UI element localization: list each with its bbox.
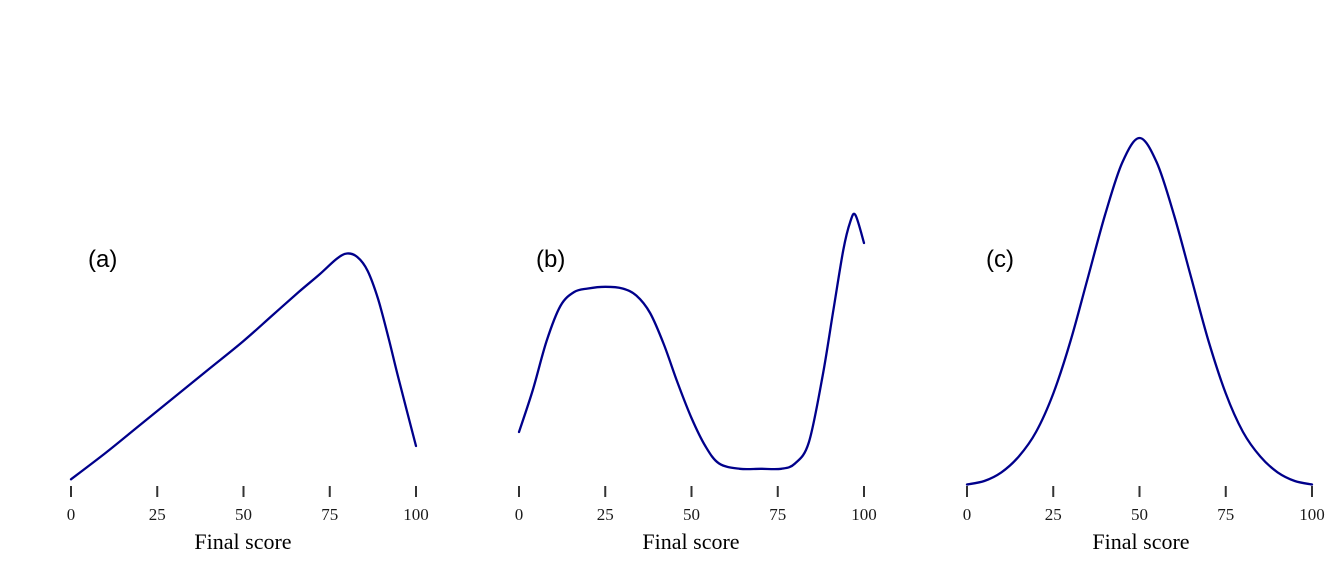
density-panel-b: (b) 0 25 50 75 100 Final score [448, 0, 896, 576]
x-tick-label: 75 [769, 505, 786, 524]
x-axis-ticks: 0 25 50 75 100 [515, 486, 877, 524]
panel-label-a: (a) [88, 246, 117, 273]
density-curve [965, 136, 1314, 486]
density-curve [517, 212, 866, 471]
x-axis-ticks: 0 25 50 75 100 [963, 486, 1325, 524]
x-tick-label: 100 [403, 505, 429, 524]
x-tick-label: 50 [1131, 505, 1148, 524]
x-axis-label: Final score [194, 529, 291, 554]
x-axis-label: Final score [642, 529, 739, 554]
density-chart-a: (a) 0 25 50 75 100 Final score [67, 246, 429, 554]
x-tick-label: 0 [67, 505, 76, 524]
x-tick-label: 75 [321, 505, 338, 524]
x-tick-label: 25 [1045, 505, 1062, 524]
x-axis-label: Final score [1092, 529, 1189, 554]
x-tick-label: 100 [1299, 505, 1325, 524]
density-panel-a: (a) 0 25 50 75 100 Final score [0, 0, 448, 576]
density-curve [69, 252, 418, 481]
panel-label-b: (b) [536, 246, 565, 273]
x-tick-label: 50 [235, 505, 252, 524]
x-axis-ticks: 0 25 50 75 100 [67, 486, 429, 524]
x-tick-label: 0 [963, 505, 972, 524]
density-panel-c: (c) 0 25 50 75 100 Final score [896, 0, 1344, 576]
x-tick-label: 75 [1217, 505, 1234, 524]
density-chart-b: (b) 0 25 50 75 100 Final score [515, 212, 877, 554]
x-tick-label: 25 [597, 505, 614, 524]
panel-label-c: (c) [986, 246, 1014, 273]
x-tick-label: 50 [683, 505, 700, 524]
x-tick-label: 25 [149, 505, 166, 524]
x-tick-label: 0 [515, 505, 524, 524]
x-tick-label: 100 [851, 505, 877, 524]
density-chart-c: (c) 0 25 50 75 100 Final score [963, 136, 1325, 554]
